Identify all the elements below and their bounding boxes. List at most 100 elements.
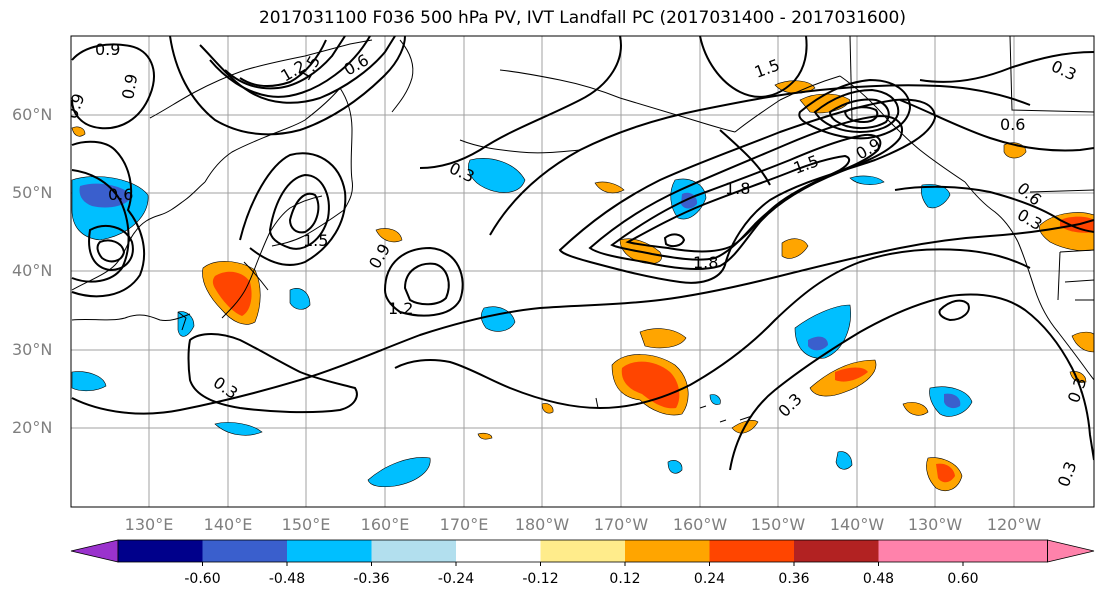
contour-line (71, 219, 1094, 415)
lon-label: 150°E (281, 515, 331, 534)
colorbar-swatch (371, 540, 456, 562)
colorbar-tick-label: 0.12 (609, 571, 641, 587)
pos-patch (594, 181, 625, 194)
contour-line (663, 233, 686, 248)
colorbar-tick-label: 0.36 (778, 571, 810, 587)
lon-label: 160°E (360, 515, 410, 534)
lon-label: 130°E (124, 515, 174, 534)
contour-line (88, 225, 134, 272)
pos-patch (781, 238, 809, 259)
neg-patch (667, 460, 683, 474)
map-title: 2017031100 F036 500 hPa PV, IVT Landfall… (258, 8, 906, 28)
contour-line (394, 248, 1031, 410)
contour-line (625, 154, 851, 253)
neg-patch (920, 184, 951, 209)
contour-line (71, 169, 130, 283)
lon-label: 170°W (593, 515, 649, 534)
contour-line (187, 333, 358, 414)
contour-label: 1.5 (791, 151, 821, 178)
lon-label: 160°W (672, 515, 728, 534)
contour-line (199, 36, 396, 104)
colorbar-swatch (287, 540, 372, 562)
contour-line (813, 88, 900, 134)
pos-patch (375, 228, 403, 243)
lat-label: 40°N (12, 261, 53, 280)
gridlines (71, 36, 1094, 507)
contour-line (828, 98, 890, 130)
ivt-anomaly-fills (71, 80, 1094, 491)
contour-label: 1.8 (693, 253, 718, 272)
lon-label: 150°W (750, 515, 806, 534)
contour-label: 0.3 (1064, 375, 1091, 405)
contour-label: 0.3 (774, 389, 805, 420)
colorbar-tick-label: -0.48 (268, 571, 306, 587)
lon-label: 180°W (514, 515, 570, 534)
contour-line (894, 185, 1094, 233)
contour-line (938, 299, 970, 322)
contour-line (239, 39, 327, 88)
neg-patch (480, 306, 516, 332)
neg-patch (849, 175, 885, 185)
pos-patch-core (835, 367, 868, 382)
lat-label: 30°N (12, 340, 53, 359)
contour-label: 0.6 (1000, 115, 1025, 134)
contour-line (729, 293, 1094, 471)
contour-line (588, 114, 903, 270)
colorbar-swatch (202, 540, 287, 562)
colorbar-swatch (625, 540, 710, 562)
contour-label: 0.9 (95, 40, 120, 59)
pos-patch (1071, 331, 1094, 353)
lon-label: 140°W (829, 515, 885, 534)
neg-patch (468, 158, 526, 193)
contour-line (489, 84, 1031, 236)
contour-line (719, 129, 771, 186)
contour-line (610, 133, 882, 261)
contour-line (268, 173, 330, 250)
pos-patch (639, 328, 687, 349)
contour-line (843, 106, 879, 124)
colorbar-swatch (794, 540, 879, 562)
contour-line (169, 36, 406, 136)
neg-patch (177, 311, 195, 337)
contour-line (224, 36, 346, 90)
contour-label: 0.3 (1048, 56, 1079, 84)
contour-line (96, 239, 126, 263)
pos-patch (71, 126, 86, 137)
colorbar-swatch (709, 540, 794, 562)
lat-label: 20°N (12, 418, 53, 437)
colorbar (70, 539, 1095, 566)
pos-patch-core (936, 463, 955, 483)
neg-patch-core (79, 183, 132, 208)
colorbar-tick-label: -0.36 (353, 571, 390, 587)
colorbar-swatch (118, 540, 203, 562)
contour-line (919, 51, 1094, 83)
contour-label: 0.6 (108, 185, 133, 204)
contour-line (71, 43, 155, 130)
contour-line (558, 98, 937, 284)
colorbar-tick-label: 0.48 (862, 571, 895, 587)
contour-line (419, 36, 622, 169)
contour-label: 1.5 (303, 231, 328, 250)
neg-patch-core (808, 336, 828, 351)
map-frame (70, 35, 1095, 508)
colorbar-arrow-right (1047, 539, 1095, 563)
pos-patch (541, 403, 554, 414)
lat-label: 60°N (12, 105, 53, 124)
contour-label: 1.8 (725, 179, 750, 198)
contour-label: 0.6 (1013, 179, 1045, 210)
neg-patch (709, 394, 721, 405)
colorbar-swatch (456, 540, 541, 562)
colorbar-tick-label: 0.60 (947, 571, 979, 587)
contour-line (383, 246, 464, 317)
pos-patch (902, 402, 929, 416)
contour-label: 0.6 (341, 50, 373, 79)
colorbar-outline (117, 539, 1048, 563)
pos-patch-core (212, 271, 252, 316)
contour-line (209, 36, 371, 98)
contour-label: 0.9 (62, 91, 89, 121)
pos-patch (774, 80, 816, 94)
coastlines (71, 36, 1094, 423)
lon-label: 140°E (203, 515, 253, 534)
colorbar-tick-label: 0.24 (693, 571, 726, 587)
